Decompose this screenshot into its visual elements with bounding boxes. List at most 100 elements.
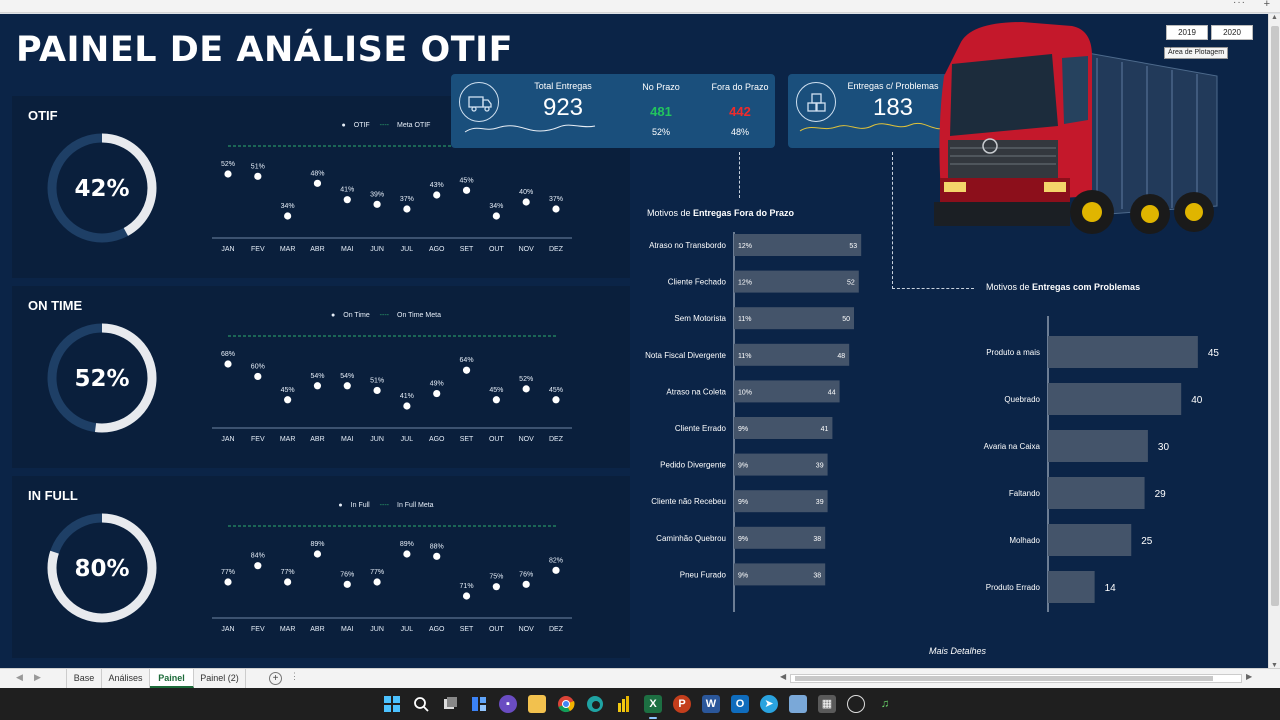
widgets-icon[interactable] [470,695,488,713]
tab-painel[interactable]: Painel [150,669,194,688]
bar [1048,571,1095,603]
category-label: Quebrado [1004,395,1040,404]
data-point [254,372,262,381]
late-reasons-title: Motivos de Entregas Fora do Prazo [647,208,794,218]
data-point [284,212,292,220]
data-point [552,205,560,213]
tick-label: OUT [489,626,505,633]
prev-sheet-icon[interactable]: ◀ [16,672,23,682]
legend-dash: ---- [379,312,389,319]
headset-icon[interactable]: ♫ [880,698,890,710]
data-point [462,592,471,600]
power-bi-icon[interactable] [615,695,633,713]
edge-icon[interactable] [586,695,604,713]
word-icon[interactable]: W [702,695,720,713]
otif-scatter-svg: 52% JAN 51% FEV 34% MAR 48% ABR 41% MAI 39% JUN 37% J… [212,145,572,253]
tick-label: ABR [310,626,324,633]
windows-start-icon[interactable] [383,695,401,713]
on-time-legend: ● On Time ---- On Time Meta [200,312,572,319]
category-label: Atraso no Transbordo [649,241,726,250]
otif-panel-title: OTIF [28,108,58,123]
more-options-button[interactable]: ··· [1233,0,1246,8]
bar [734,417,833,439]
corner-add-button[interactable]: + [1263,0,1270,10]
year-slicer-2019[interactable]: 2019 [1166,25,1208,40]
percent-label: 9% [738,536,748,543]
scroll-left-icon[interactable]: ◀ [780,672,787,681]
scroll-right-icon[interactable]: ▶ [1246,672,1253,681]
tab-base[interactable]: Base [66,669,102,688]
tick-label: JAN [221,626,234,633]
calculator-icon[interactable]: ▦ [818,695,836,713]
value-label: 50 [842,316,850,323]
tick-label: FEV [251,246,265,253]
task-view-icon[interactable] [441,695,459,713]
tick-label: AGO [429,626,445,633]
in-full-legend: ● In Full ---- In Full Meta [200,502,572,509]
chat-icon[interactable]: ▪ [499,695,517,713]
chrome-icon[interactable] [557,695,575,713]
tick-label: FEV [251,436,265,443]
percent-label: 9% [738,426,748,433]
more-details-link[interactable]: Mais Detalhes [929,646,987,656]
tick-label: MAI [341,436,354,443]
bar [1048,336,1198,368]
value-label: 25 [1141,536,1153,547]
donut-fill [47,513,157,623]
on-time-count: 481 [650,104,672,119]
chart-area-tooltip: Área de Plotagem [1164,47,1229,59]
data-label: 39% [370,191,384,198]
in-full-value: 80% [74,556,129,582]
data-label: 40% [519,189,533,196]
clock-icon[interactable] [847,695,865,713]
horizontal-scrollbar[interactable] [790,674,1242,683]
value-label: 41 [821,426,829,433]
tick-label: SET [460,436,474,443]
bar [1048,524,1132,556]
tab-painel-2[interactable]: Painel (2) [194,669,246,688]
category-label: Atraso na Coleta [666,387,726,396]
add-sheet-button[interactable]: + [269,672,282,685]
tick-label: AGO [429,246,445,253]
total-deliveries-value: 923 [542,94,584,121]
file-explorer-icon[interactable] [528,695,546,713]
data-point [254,562,262,570]
horizontal-scroll-thumb[interactable] [795,676,1213,681]
scroll-down-icon[interactable]: ▼ [1271,662,1278,669]
telegram-icon[interactable]: ➤ [760,695,778,713]
bar [734,234,862,256]
year-slicer-2020[interactable]: 2020 [1211,25,1253,40]
photos-icon[interactable] [789,695,807,713]
percent-label: 12% [738,243,752,250]
data-label: 48% [310,170,324,177]
percent-label: 9% [738,463,748,470]
data-label: 54% [310,373,324,380]
outlook-icon[interactable]: O [731,695,749,713]
late-reasons-bar-chart: Atraso no Transbordo 12% 53 Cliente Fechado… [645,232,862,612]
data-point [522,385,530,393]
bar [734,526,826,549]
excel-icon[interactable]: X [644,695,662,719]
scroll-up-icon[interactable]: ▲ [1271,14,1278,21]
value-label: 48 [837,353,845,360]
tab-analises[interactable]: Análises [102,669,150,688]
tab-split-handle[interactable]: ⋮ [290,671,299,681]
legend-dash: ---- [379,502,389,509]
on-time-donut: 52% [47,323,157,433]
tick-label: DEZ [549,626,564,633]
problem-reasons-bar-chart: Produto a mais 45 Quebrado 40 Avaria na Caix… [984,316,1219,612]
powerpoint-icon[interactable]: P [673,695,691,713]
tick-label: JUN [370,626,384,633]
on-time-scatter-svg: 68% JAN 60% FEV 45% MAR 54% ABR 54% MAI 51% JUN 41% J… [212,335,572,443]
legend-dot: ● [338,502,343,509]
data-label: 43% [430,182,444,189]
next-sheet-icon[interactable]: ▶ [34,672,41,682]
data-label: 68% [221,351,235,358]
late-count: 442 [729,104,751,119]
tick-label: NOV [519,626,535,633]
search-icon[interactable] [412,695,430,713]
vertical-scroll-thumb[interactable] [1271,26,1279,606]
data-label: 54% [340,373,354,380]
tick-label: ABR [310,246,324,253]
vertical-scrollbar[interactable]: ▲ ▼ [1268,14,1280,669]
